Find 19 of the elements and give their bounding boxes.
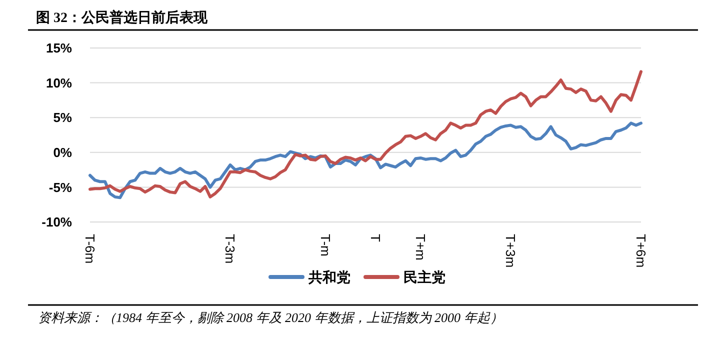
x-tick-label: T-m: [318, 234, 333, 256]
y-tick-label: -5%: [48, 180, 72, 195]
x-tick-label: T-3m: [222, 234, 238, 264]
legend-label: 民主党: [404, 268, 446, 286]
line-series: [88, 122, 642, 200]
x-tick-label: T: [368, 234, 383, 242]
line-series: [88, 70, 642, 198]
x-tick-label: T-6m: [82, 234, 98, 264]
y-tick-label: -10%: [42, 214, 72, 230]
y-tick-label: 0%: [53, 144, 72, 160]
chart-title: 图 32：公民普选日前后表现: [36, 9, 208, 26]
y-tick-label: 10%: [46, 75, 72, 90]
legend-label: 共和党: [308, 270, 350, 286]
x-tick-label: T+m: [413, 234, 428, 260]
x-tick-label: T+3m: [503, 234, 518, 268]
x-tick-label: T+6m: [633, 234, 648, 268]
y-tick-label: 5%: [53, 110, 72, 126]
text: 资料来源：（1984 年至今，剔除 2008 年及 2020 年数据，上证指数为 2000 年起）: [38, 310, 503, 325]
y-tick-label: 15%: [46, 40, 72, 56]
